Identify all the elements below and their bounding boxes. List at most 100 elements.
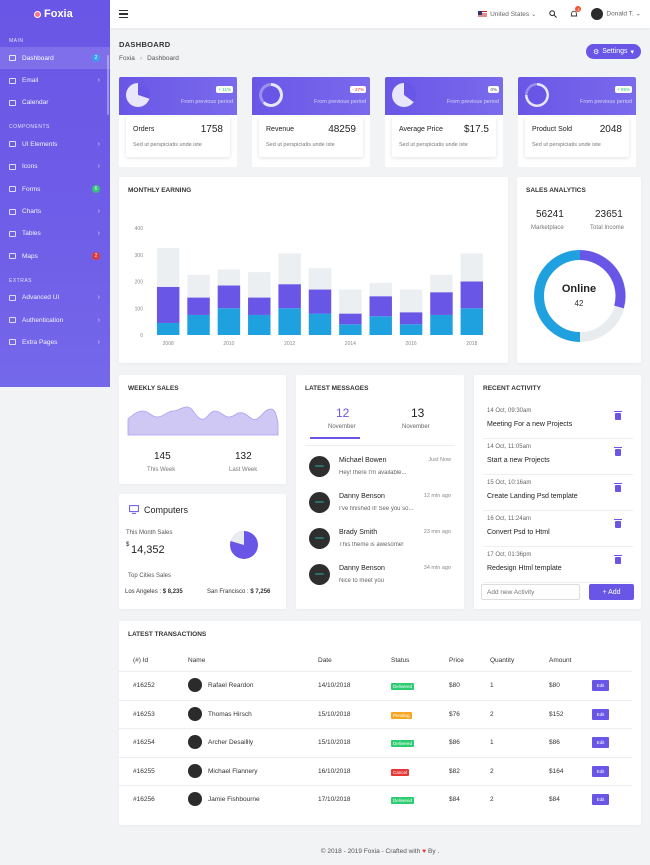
stat-name: Product Sold	[532, 126, 573, 133]
country-selector[interactable]: United States ⌄	[478, 10, 536, 18]
latest-messages-title: LATEST MESSAGES	[305, 385, 369, 392]
footer-by: By .	[428, 847, 440, 855]
bar-2009-series-2	[187, 274, 210, 298]
add-activity-button[interactable]: + Add	[589, 584, 634, 600]
breadcrumb-home[interactable]: Foxia	[119, 55, 135, 62]
customer-name: Jamie Fishbourne	[208, 796, 260, 804]
column-header: Name	[188, 657, 206, 664]
transaction-date: 15/10/2018	[318, 710, 351, 718]
trash-icon[interactable]	[614, 519, 622, 528]
chevron-down-icon: ⌄	[530, 11, 537, 18]
topbar: United States ⌄ 3 Donald T. ⌄	[110, 0, 650, 28]
gear-icon: ⚙	[592, 48, 600, 56]
user-name: Donald T.	[606, 10, 634, 18]
add-activity-input[interactable]	[481, 584, 580, 600]
sidebar-item-calendar[interactable]: Calendar	[0, 92, 110, 114]
edit-button[interactable]: Edit	[592, 737, 609, 749]
stat-box: Average Price $17.5 Sed ut perspiciatis un…	[392, 117, 496, 157]
sidebar-item-ui-elements[interactable]: UI Elements ›	[0, 133, 110, 155]
sidebar-item-email[interactable]: Email ›	[0, 69, 110, 91]
stat-value: $17.5	[463, 124, 489, 135]
sidebar-item-tables[interactable]: Tables ›	[0, 223, 110, 245]
sidebar-item-label: UI Elements	[22, 140, 58, 148]
stat-name: Average Price	[399, 126, 443, 133]
sidebar-item-charts[interactable]: Charts ›	[0, 200, 110, 222]
message-preview: This theme is awesome!	[339, 542, 404, 548]
table-row: #16256 Jamie Fishbourne 17/10/2018 Delivere…	[119, 785, 632, 814]
trash-icon[interactable]	[614, 447, 622, 456]
sidebar-item-authentication[interactable]: Authentication ›	[0, 309, 110, 331]
message-preview: Hey! there I'm available...	[339, 470, 407, 476]
stat-box: Product Sold 2048 Sed ut perspiciatis unde…	[525, 117, 629, 157]
chevron-right-icon: ›	[97, 338, 100, 346]
date-tab-2-day[interactable]: 13	[411, 406, 425, 420]
edit-button[interactable]: Edit	[592, 794, 609, 806]
edit-button[interactable]: Edit	[592, 680, 609, 691]
edit-button[interactable]: Edit	[592, 765, 609, 777]
bar-2015-series-2	[369, 282, 392, 297]
period-label: From previous period	[580, 99, 632, 105]
table-row: #16255 Michael Flannery 16/10/2018 Cancel $8…	[119, 756, 632, 786]
message-item[interactable]: Danny Benson Nice to meet you 34 min ago	[305, 562, 451, 590]
sidebar-item-dashboard[interactable]: Dashboard 2	[0, 47, 110, 70]
bar-2017-series-0	[430, 314, 453, 335]
monthly-earning-card: MONTHLY EARNING 0 100 200 300 400 2008 2010 201…	[119, 177, 508, 363]
bar-2014-series-2	[339, 289, 362, 314]
bar-2014-series-1	[339, 313, 362, 325]
message-time: Just Now	[428, 457, 451, 463]
message-item[interactable]: Michael Bowen Hey! there I'm available...…	[305, 454, 451, 482]
message-item[interactable]: Danny Benson I've finished it! See you so…	[305, 490, 451, 518]
quantity: 1	[490, 682, 494, 689]
avatar	[309, 564, 330, 585]
notifications-button[interactable]: 3	[570, 6, 582, 18]
sidebar-item-extra-pages[interactable]: Extra Pages ›	[0, 331, 110, 353]
avatar	[188, 678, 202, 692]
price: $84	[449, 796, 460, 804]
chevron-right-icon: ›	[97, 208, 100, 216]
sidebar-item-icons[interactable]: Icons ›	[0, 156, 110, 178]
user-menu[interactable]: Donald T. ⌄	[591, 8, 641, 20]
activity-title: Convert Psd to Html	[487, 529, 550, 536]
section-main-label: MAIN	[9, 38, 24, 44]
sidebar: Foxia MAIN Dashboard 2 Email › Calendar COMP…	[0, 0, 110, 387]
sidebar-item-icon	[9, 230, 16, 237]
change-badge: - 27%	[350, 86, 366, 93]
last-week-label: Last Week	[229, 467, 258, 473]
amount: $86	[549, 739, 560, 747]
sidebar-item-badge: 2	[92, 252, 100, 261]
status-badge: Pending	[391, 711, 412, 719]
message-sender: Brady Smith	[339, 529, 378, 536]
message-time: 23 min ago	[423, 529, 451, 535]
heart-icon: ♥	[422, 847, 427, 855]
avatar	[309, 528, 330, 549]
computers-title: Computers	[144, 505, 189, 515]
sidebar-item-forms[interactable]: Forms 6	[0, 178, 110, 200]
brand-logo[interactable]: Foxia	[0, 0, 110, 28]
activity-item: 15 Oct, 10:16am Create Landing Psd templa…	[483, 475, 633, 511]
trash-icon[interactable]	[614, 483, 622, 492]
stat-row: Revenue 48259	[266, 124, 356, 135]
settings-button[interactable]: ⚙ Settings ▾	[586, 44, 641, 59]
sidebar-item-label: Charts	[22, 208, 42, 216]
sidebar-item-advanced-ui[interactable]: Advanced UI ›	[0, 287, 110, 309]
sidebar-item-maps[interactable]: Maps 2	[0, 245, 110, 267]
menu-toggle-icon[interactable]	[119, 10, 128, 18]
trash-icon[interactable]	[614, 555, 622, 564]
recent-activity-card: RECENT ACTIVITY 14 Oct, 09:30am Meeting F…	[474, 375, 641, 609]
search-icon[interactable]	[549, 10, 558, 18]
stat-description: Sed ut perspiciatis unde iste	[266, 142, 335, 148]
transaction-id: #16252	[133, 682, 155, 689]
message-item[interactable]: Brady Smith This theme is awesome! 23 min …	[305, 526, 451, 554]
sidebar-item-icon	[9, 77, 16, 84]
stat-card-header: 0% From previous period	[385, 77, 503, 115]
chevron-right-icon: ›	[97, 316, 100, 324]
sidebar-item-label: Icons	[22, 163, 38, 171]
sidebar-scrollbar[interactable]	[107, 55, 109, 115]
activity-item: 16 Oct, 11:24am Convert Psd to Html	[483, 511, 633, 547]
stat-pie-chart	[392, 83, 416, 107]
date-tab-1-day[interactable]: 12	[336, 406, 350, 420]
trash-icon[interactable]	[614, 411, 622, 420]
edit-button[interactable]: Edit	[592, 708, 609, 720]
section-extras-label: EXTRAS	[9, 277, 33, 284]
column-header: (#) Id	[133, 657, 149, 664]
